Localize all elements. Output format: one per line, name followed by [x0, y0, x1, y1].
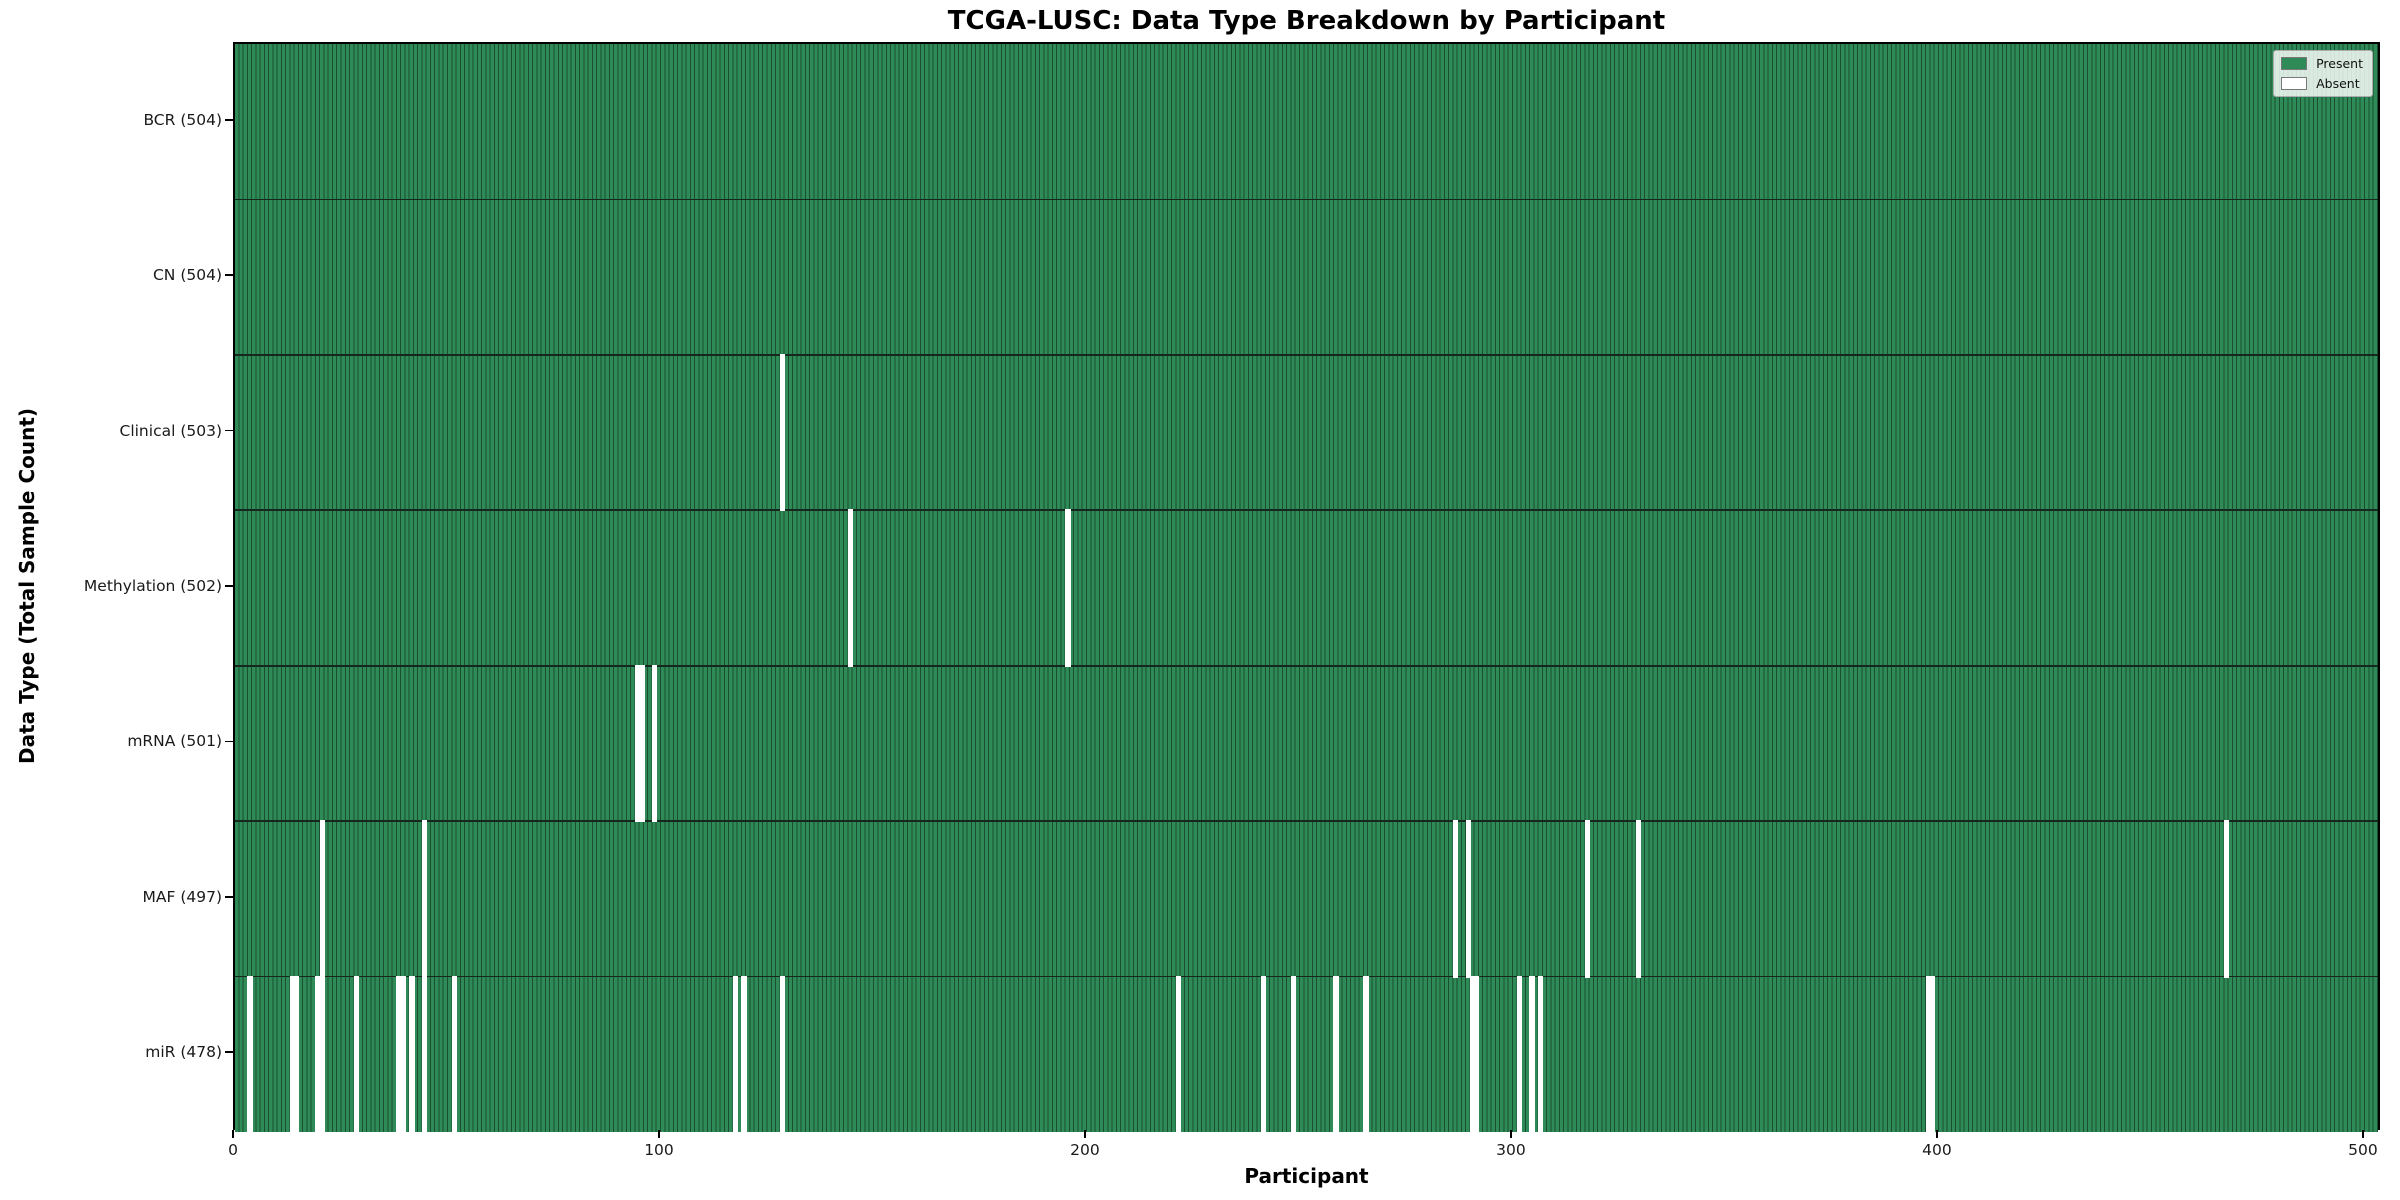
absent-gap-miR-291 — [1474, 975, 1480, 1133]
xtick-label-200: 200 — [1070, 1141, 1100, 1159]
plot-area: Present Absent — [233, 42, 2380, 1133]
row-separator — [235, 198, 2378, 201]
legend-label: Absent — [2316, 76, 2360, 91]
absent-gap-MAF-317 — [1584, 820, 1591, 978]
absent-gap-miR-306 — [1537, 975, 1544, 1133]
ytick-mark-BCR — [225, 118, 233, 121]
absent-gap-mRNA-95 — [639, 664, 645, 823]
ytick-mark-Methylation — [225, 585, 233, 587]
xtick-mark-300 — [1510, 1130, 1512, 1138]
xtick-mark-500 — [2362, 1130, 2364, 1138]
x-axis-label: Participant — [1244, 1164, 1369, 1188]
ytick-mark-miR — [225, 1051, 233, 1054]
xtick-label-400: 400 — [1922, 1141, 1952, 1159]
ytick-label-miR: miR (478) — [145, 1043, 222, 1062]
absent-gap-miR-397 — [1925, 975, 1932, 1133]
chart-title: TCGA-LUSC: Data Type Breakdown by Partic… — [947, 6, 1666, 36]
xtick-label-300: 300 — [1496, 1141, 1526, 1159]
ytick-label-CN: CN (504) — [152, 266, 222, 285]
ytick-mark-mRNA — [225, 740, 233, 743]
row-separator — [235, 820, 2378, 822]
row-mRNA — [235, 665, 2378, 822]
legend: Present Absent — [2273, 50, 2373, 97]
row-separator — [235, 664, 2378, 667]
absent-gap-mRNA-98 — [651, 664, 658, 823]
absent-gap-miR-38 — [396, 975, 402, 1133]
xtick-mark-100 — [658, 1130, 660, 1138]
row-Clinical — [235, 354, 2378, 511]
row-MAF — [235, 821, 2378, 977]
absent-gap-miR-301 — [1516, 975, 1523, 1133]
ytick-label-MAF: MAF (497) — [142, 887, 223, 906]
absent-gap-miR-398 — [1929, 975, 1936, 1133]
absent-gap-Clinical-128 — [779, 353, 786, 512]
ytick-label-mRNA: mRNA (501) — [127, 732, 222, 751]
legend-swatch-absent — [2281, 77, 2308, 90]
xtick-label-0: 0 — [228, 1141, 238, 1159]
absent-gap-miR-44 — [421, 975, 428, 1133]
absent-gap-miR-41 — [409, 975, 415, 1133]
absent-gap-MAF-286 — [1452, 820, 1459, 978]
absent-gap-MAF-329 — [1635, 820, 1642, 978]
absent-gap-miR-119 — [741, 975, 747, 1133]
absent-gap-miR-221 — [1175, 975, 1182, 1133]
absent-gap-miR-265 — [1363, 975, 1369, 1133]
absent-gap-miR-13 — [289, 975, 296, 1133]
absent-gap-miR-51 — [451, 975, 458, 1133]
absent-gap-MAF-20 — [319, 820, 326, 978]
absent-gap-Methylation-195 — [1065, 509, 1071, 667]
row-separator — [235, 509, 2378, 512]
ytick-mark-Clinical — [225, 429, 233, 432]
absent-gap-miR-258 — [1333, 975, 1339, 1133]
ytick-mark-MAF — [225, 896, 233, 898]
row-separator — [235, 354, 2378, 356]
ytick-label-BCR: BCR (504) — [143, 110, 222, 129]
row-CN — [235, 199, 2378, 355]
absent-gap-MAF-467 — [2223, 820, 2230, 978]
xtick-label-100: 100 — [644, 1141, 674, 1159]
absent-gap-miR-304 — [1529, 975, 1535, 1133]
ytick-mark-CN — [225, 274, 233, 276]
absent-gap-miR-117 — [732, 975, 739, 1133]
absent-gap-miR-128 — [779, 975, 786, 1133]
legend-entry-present: Present — [2281, 56, 2363, 71]
ytick-label-Methylation: Methylation (502) — [83, 577, 222, 595]
absent-gap-miR-241 — [1261, 975, 1267, 1133]
xtick-mark-200 — [1084, 1130, 1086, 1138]
legend-entry-absent: Absent — [2281, 76, 2363, 91]
xtick-mark-0 — [232, 1130, 234, 1138]
absent-gap-Methylation-144 — [847, 509, 854, 667]
row-miR — [235, 976, 2378, 1132]
absent-gap-miR-248 — [1290, 975, 1297, 1133]
row-separator — [235, 975, 2378, 978]
row-Methylation — [235, 510, 2378, 666]
legend-label: Present — [2316, 56, 2363, 71]
legend-swatch-present — [2281, 57, 2308, 70]
absent-gap-miR-28 — [353, 975, 360, 1133]
absent-gap-MAF-44 — [421, 820, 428, 978]
xtick-mark-400 — [1936, 1130, 1938, 1138]
absent-gap-mRNA-94 — [634, 664, 641, 823]
absent-gap-MAF-289 — [1465, 820, 1471, 978]
absent-gap-miR-14 — [294, 975, 300, 1133]
absent-gap-miR-3 — [247, 975, 253, 1133]
row-BCR — [235, 44, 2378, 200]
xtick-label-500: 500 — [2348, 1141, 2378, 1159]
absent-gap-miR-290 — [1469, 975, 1476, 1133]
absent-gap-miR-19 — [315, 975, 321, 1133]
absent-gap-miR-20 — [319, 975, 326, 1133]
absent-gap-miR-39 — [400, 975, 406, 1133]
ytick-label-Clinical: Clinical (503) — [119, 421, 223, 440]
